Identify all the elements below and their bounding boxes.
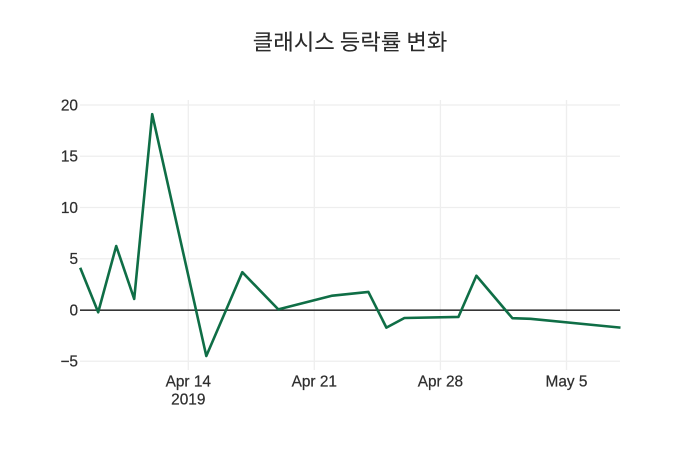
svg-text:20: 20 — [61, 97, 78, 114]
svg-text:0: 0 — [69, 302, 78, 319]
svg-text:−5: −5 — [60, 354, 78, 371]
svg-text:10: 10 — [61, 200, 78, 217]
svg-text:Apr 14: Apr 14 — [166, 374, 212, 391]
svg-text:2019: 2019 — [171, 391, 205, 408]
svg-text:5: 5 — [69, 251, 78, 268]
svg-text:Apr 21: Apr 21 — [292, 374, 337, 391]
svg-text:Apr 28: Apr 28 — [418, 374, 463, 391]
svg-text:15: 15 — [61, 149, 78, 166]
svg-text:May 5: May 5 — [546, 374, 588, 391]
